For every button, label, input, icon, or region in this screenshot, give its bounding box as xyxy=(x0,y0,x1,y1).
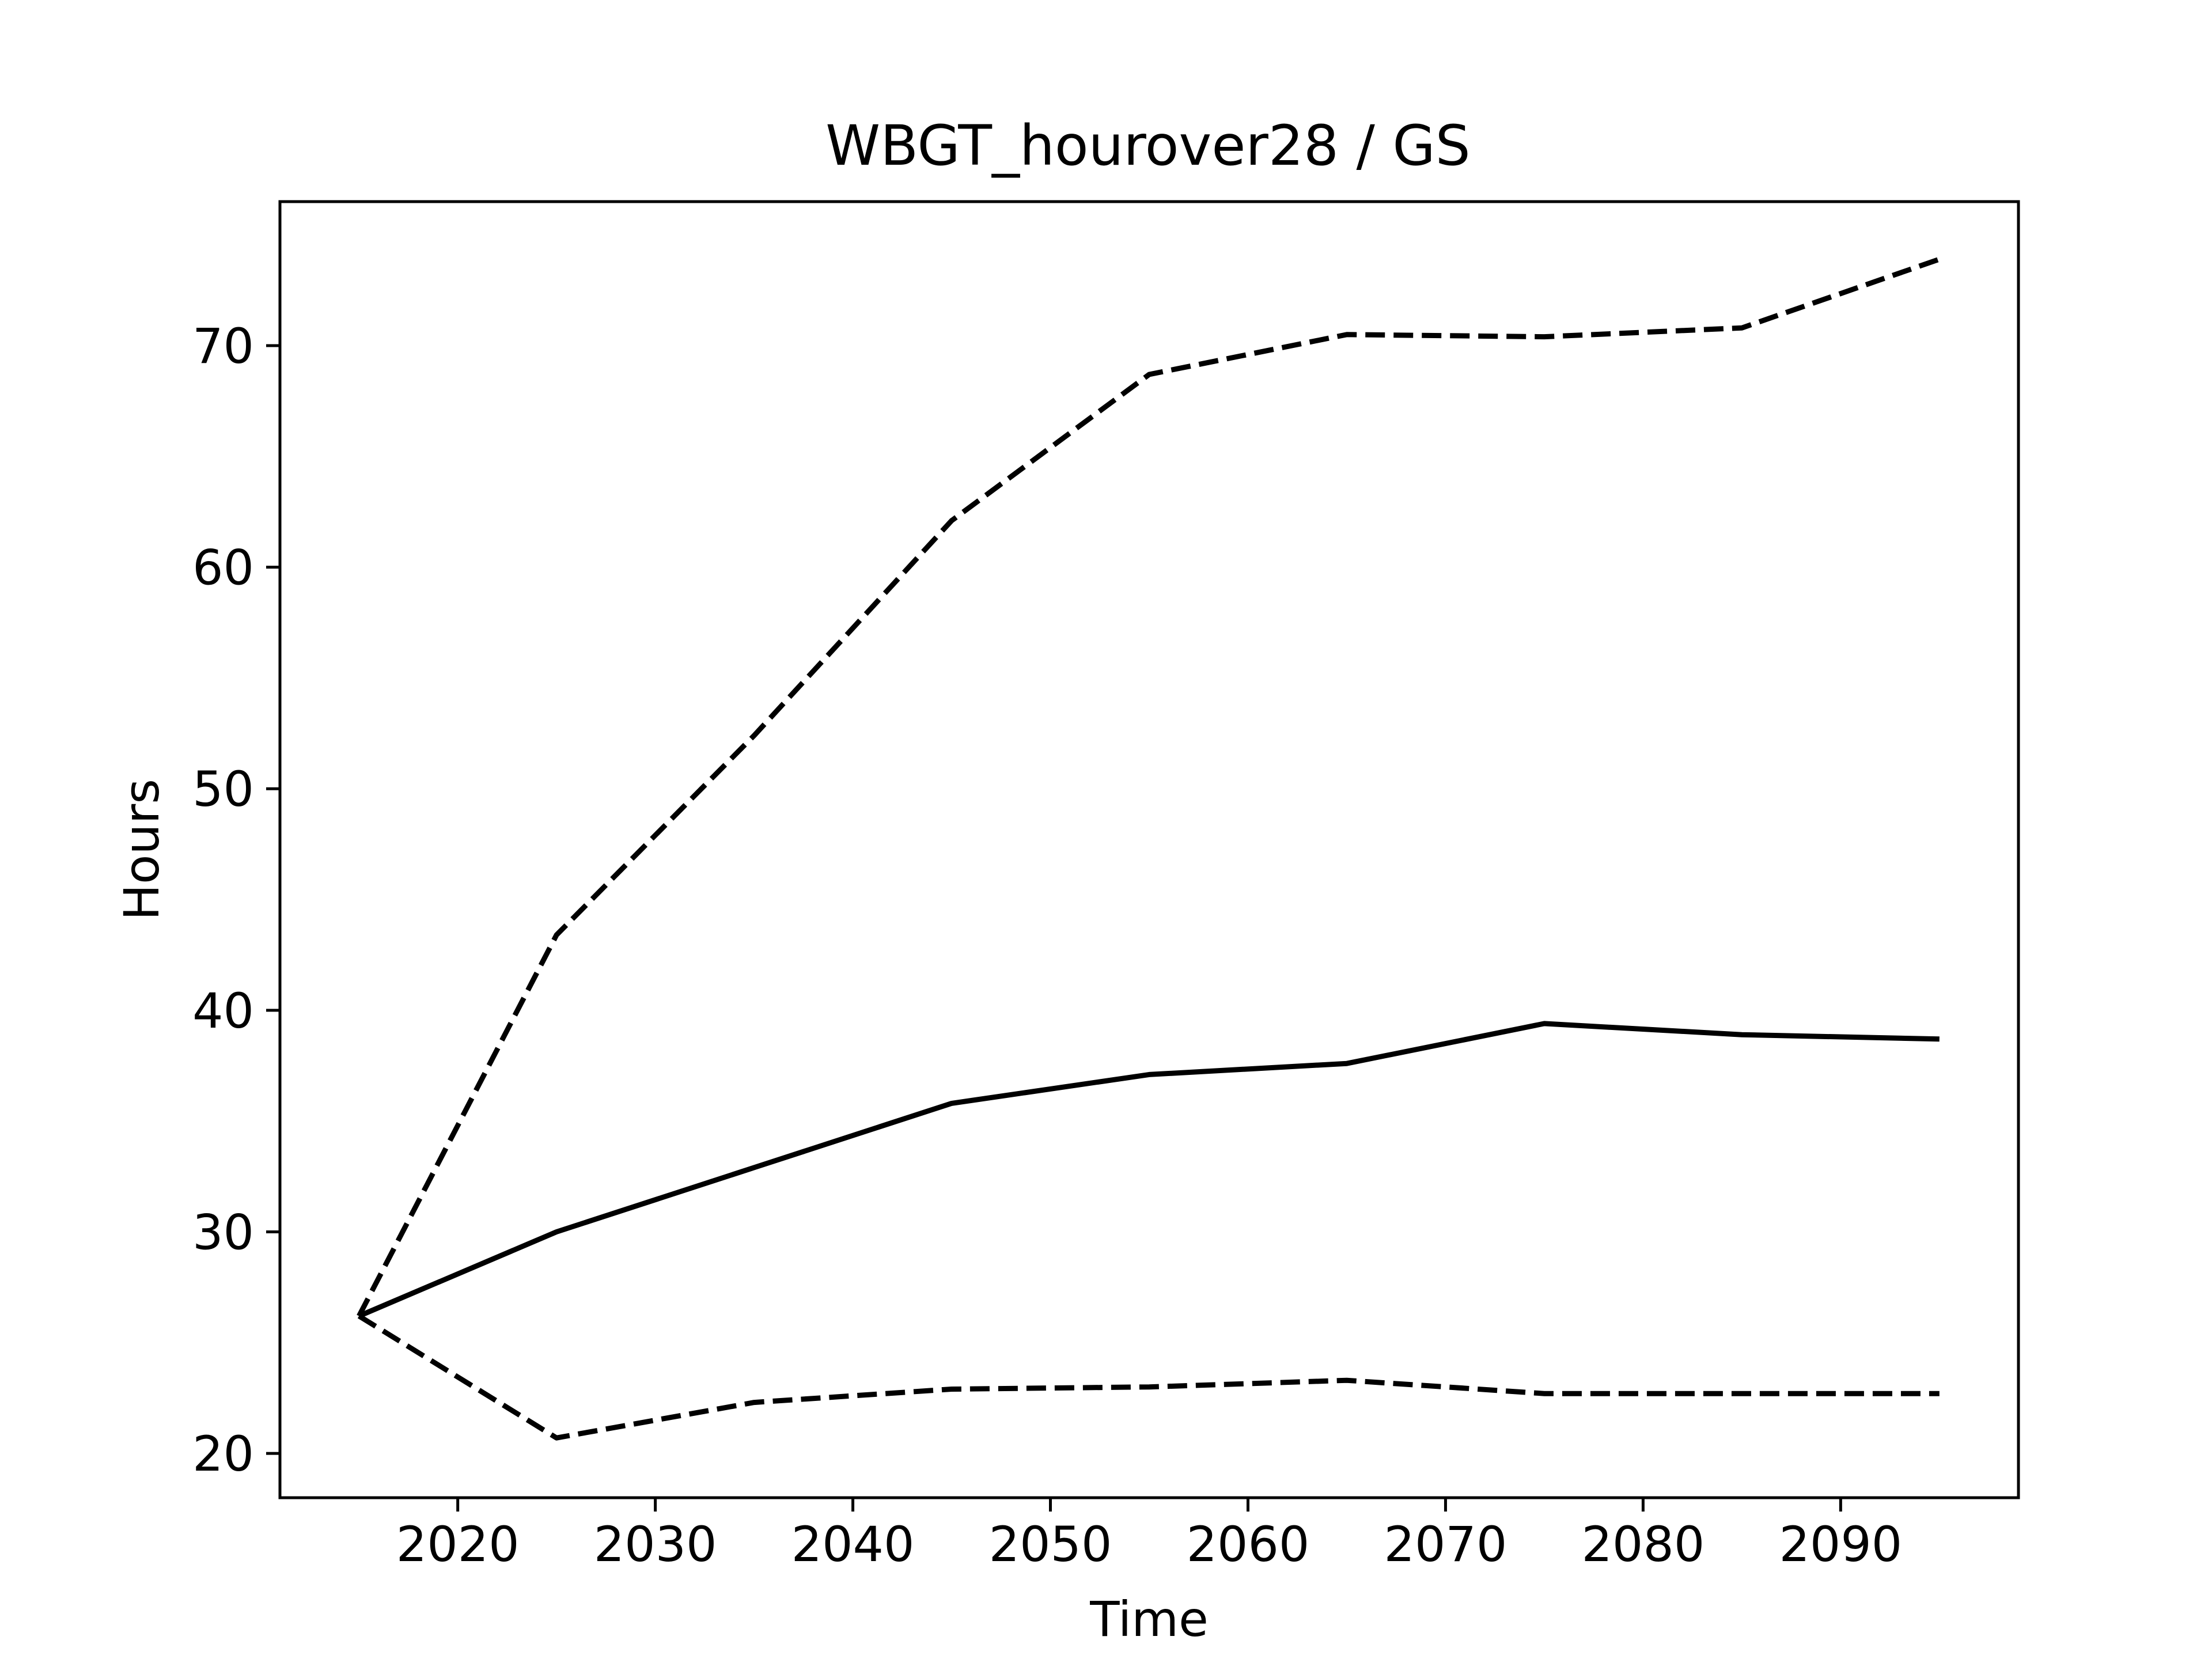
y-tick-label: 60 xyxy=(192,540,254,596)
series-layer xyxy=(357,256,1941,1441)
x-tick-label: 2070 xyxy=(1384,1516,1508,1573)
x-tick-label: 2020 xyxy=(396,1516,520,1573)
y-tick-label: 70 xyxy=(192,318,254,374)
x-axis-label: Time xyxy=(1089,1591,1209,1647)
y-axis: 20 30 40 50 60 70 xyxy=(192,318,280,1482)
x-tick-label: 2030 xyxy=(594,1516,717,1573)
series-line-upper-bound xyxy=(357,256,1941,1317)
y-tick-label: 30 xyxy=(192,1204,254,1260)
series-line-lower-bound xyxy=(357,1313,1940,1441)
y-axis-label: Hours xyxy=(113,779,170,921)
y-tick-label: 40 xyxy=(192,983,254,1039)
x-tick-label: 2060 xyxy=(1187,1516,1310,1573)
plot-frame xyxy=(278,200,2020,1499)
y-tick-label: 20 xyxy=(192,1426,254,1482)
x-tick-label: 2080 xyxy=(1581,1516,1705,1573)
x-tick-label: 2050 xyxy=(989,1516,1112,1573)
series-line-median xyxy=(358,1021,1940,1319)
y-tick-label: 50 xyxy=(192,761,254,817)
x-axis: 2020 2030 2040 2050 2060 2070 2080 2090 xyxy=(396,1498,1902,1573)
x-tick-label: 2090 xyxy=(1779,1516,1902,1573)
chart-title: WBGT_hourover28 / GS xyxy=(825,113,1470,178)
plot-area: 2020 2030 2040 2050 2060 2070 2080 2090 2030405… xyxy=(192,200,2020,1573)
x-tick-label: 2040 xyxy=(791,1516,915,1573)
